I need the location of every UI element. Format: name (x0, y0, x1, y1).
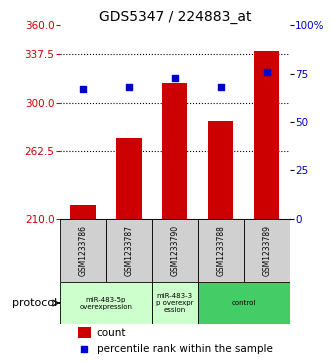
Bar (198, 282, 290, 324)
Bar (152, 282, 198, 324)
Bar (254, 51, 279, 219)
Bar (116, 138, 142, 219)
Bar (106, 219, 152, 282)
Text: miR-483-3
p overexpr
ession: miR-483-3 p overexpr ession (156, 293, 193, 313)
Text: GSM1233790: GSM1233790 (170, 225, 179, 276)
Text: GSM1233789: GSM1233789 (262, 225, 271, 276)
Text: GSM1233786: GSM1233786 (78, 225, 88, 276)
Bar (152, 219, 198, 282)
Point (218, 84, 223, 90)
Text: miR-483-5p
overexpression: miR-483-5p overexpression (79, 297, 133, 310)
Text: control: control (231, 300, 256, 306)
Point (81, 346, 87, 352)
Text: GSM1233788: GSM1233788 (216, 225, 225, 276)
Bar (60, 219, 106, 282)
Text: protocol: protocol (12, 298, 58, 308)
Point (80, 86, 86, 92)
Point (172, 75, 177, 81)
Bar (162, 83, 187, 219)
Bar (70, 204, 96, 219)
Point (264, 69, 269, 75)
Point (126, 84, 132, 90)
Text: percentile rank within the sample: percentile rank within the sample (97, 344, 273, 354)
Bar (198, 219, 244, 282)
Text: count: count (97, 328, 126, 338)
Bar (208, 121, 233, 219)
Bar (60, 282, 152, 324)
Bar (78, 327, 91, 338)
Bar (244, 219, 290, 282)
Title: GDS5347 / 224883_at: GDS5347 / 224883_at (99, 11, 251, 24)
Text: GSM1233787: GSM1233787 (124, 225, 134, 276)
